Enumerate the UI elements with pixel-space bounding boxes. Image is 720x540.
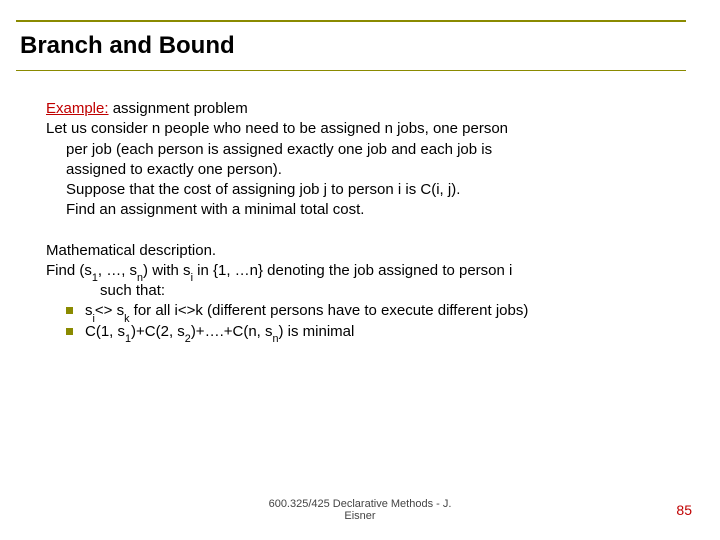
example-line: Example: assignment problem	[46, 99, 686, 119]
p1-line2: per job (each person is assigned exactly…	[46, 140, 686, 160]
p1-line5: Find an assignment with a minimal total …	[46, 200, 686, 220]
square-bullet-icon	[66, 328, 73, 335]
sub-n: n	[137, 272, 143, 284]
sub-i2: i	[93, 313, 95, 325]
footer: 600.325/425 Declarative Methods - J. Eis…	[0, 498, 720, 522]
sub-nb: n	[273, 333, 279, 345]
math-description: Mathematical description. Find (s1, …, s…	[46, 241, 686, 342]
example-label: Example:	[46, 100, 109, 117]
title-block: Branch and Bound	[16, 20, 686, 71]
example-paragraph: Example: assignment problem Let us consi…	[46, 99, 686, 221]
bullet-2: C(1, s1)+C(2, s2)+….+C(n, sn) is minimal	[46, 322, 686, 342]
p2-head: Mathematical description.	[46, 241, 686, 261]
content-body: Example: assignment problem Let us consi…	[34, 99, 686, 342]
example-tail: assignment problem	[109, 100, 248, 117]
p1-line1: Let us consider n people who need to be …	[46, 119, 686, 139]
page-title: Branch and Bound	[20, 32, 686, 60]
sub-2: 2	[185, 333, 191, 345]
sub-i: i	[191, 272, 193, 284]
square-bullet-icon	[66, 307, 73, 314]
slide: Branch and Bound Example: assignment pro…	[0, 0, 720, 540]
footer-line1: 600.325/425 Declarative Methods - J.	[269, 498, 452, 510]
bullet-1-text: si<> sk for all i<>k (different persons …	[85, 301, 528, 321]
sub-1b: 1	[125, 333, 131, 345]
page-number: 85	[676, 502, 692, 518]
footer-line2: Eisner	[0, 510, 720, 522]
sub-1: 1	[92, 272, 98, 284]
sub-k: k	[124, 313, 129, 325]
p1-line3: assigned to exactly one person).	[46, 160, 686, 180]
bullet-1: si<> sk for all i<>k (different persons …	[46, 301, 686, 321]
p2-find-line2: such that:	[46, 281, 686, 301]
p1-line4: Suppose that the cost of assigning job j…	[46, 180, 686, 200]
p2-find-line1: Find (s1, …, sn) with si in {1, …n} deno…	[46, 261, 686, 281]
